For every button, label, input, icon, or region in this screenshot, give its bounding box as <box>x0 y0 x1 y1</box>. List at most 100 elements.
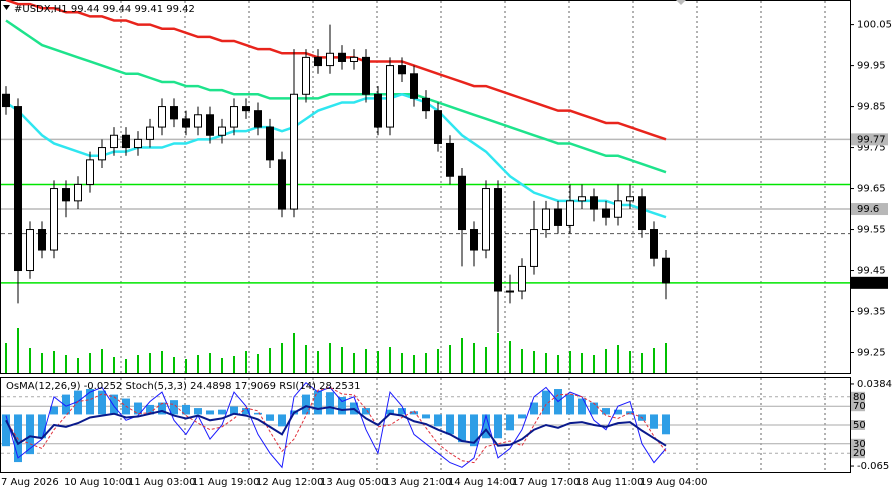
volume-bar <box>425 353 427 373</box>
candle-body <box>614 200 622 218</box>
candle-body <box>206 114 214 136</box>
volume-bar <box>413 355 415 373</box>
candle-body <box>350 56 358 62</box>
osma-bar <box>470 414 478 447</box>
volume-bar <box>521 349 523 373</box>
candle-body <box>326 52 334 67</box>
level-label-box <box>851 276 888 289</box>
volume-bar <box>545 353 547 373</box>
candle-body <box>506 290 514 293</box>
osma-bar <box>434 414 442 427</box>
volume-bar <box>317 351 319 373</box>
osma-bar <box>170 400 178 415</box>
x-tick-label: 12 Aug 12:00 <box>256 477 323 488</box>
candle-body <box>218 126 226 136</box>
volume-bar <box>485 347 487 373</box>
y2-tick-label: 20 <box>853 448 866 459</box>
candle-body <box>626 196 634 202</box>
candle-body <box>662 257 670 284</box>
y-tick-label: 99.25 <box>857 348 886 359</box>
osma-bar <box>494 414 502 439</box>
y-tick-label: 99.65 <box>857 184 886 195</box>
volume-bar <box>653 348 655 373</box>
candle-body <box>470 229 478 251</box>
osma-bar <box>614 409 622 415</box>
volume-bar <box>329 343 331 373</box>
candle-body <box>182 118 190 128</box>
y2-tick-box <box>851 401 865 412</box>
candle-body <box>170 106 178 120</box>
candle-body <box>410 73 418 99</box>
y-tick-label: 99.35 <box>857 307 886 318</box>
candle-body <box>578 196 586 202</box>
y2-tick-label: 80 <box>853 392 866 403</box>
candle-body <box>110 134 118 149</box>
volume-bar <box>581 353 583 373</box>
osma-bar <box>602 408 610 415</box>
volume-bar <box>125 359 127 373</box>
candle-body <box>134 138 142 149</box>
ma-line <box>5 92 667 219</box>
osma-bar <box>386 409 394 415</box>
sub-frame <box>0 377 851 473</box>
candle-body <box>398 65 406 75</box>
volume-bar <box>353 353 355 373</box>
shift-marker <box>676 0 686 5</box>
candle-body <box>146 126 154 140</box>
candle-body <box>590 196 598 210</box>
candle-body <box>542 208 550 231</box>
volume-bar <box>17 328 19 373</box>
level-label-box <box>851 203 888 216</box>
y2-tick-label: 30 <box>853 439 866 450</box>
osma-bar <box>158 402 166 415</box>
volume-bar <box>641 353 643 373</box>
y2-tick-box <box>851 448 865 459</box>
candle-body <box>230 106 238 128</box>
osma-bar <box>446 414 454 435</box>
candle-body <box>278 159 286 210</box>
volume-bar <box>569 351 571 373</box>
candle-body <box>314 56 322 67</box>
osma-bar <box>38 414 46 439</box>
volume-bar <box>257 354 259 373</box>
candle-body <box>26 229 34 272</box>
level-label-box <box>851 133 888 146</box>
candle-body <box>638 196 646 231</box>
volume-bar <box>281 343 283 373</box>
candle-body <box>98 147 106 161</box>
volume-bar <box>377 351 379 373</box>
candle-body <box>518 265 526 292</box>
volume-bar <box>665 343 667 373</box>
y-tick-label: -0.065 <box>857 461 889 472</box>
volume-bar <box>593 355 595 373</box>
osma-bar <box>650 414 658 429</box>
sub-title: OsMA(12,26,9) -0.0252 Stoch(5,3,3) 24.48… <box>6 381 361 392</box>
candle-body <box>194 114 202 128</box>
y-tick-label: 100.05 <box>857 20 892 31</box>
volume-bar <box>533 351 535 373</box>
volume-bar <box>365 349 367 373</box>
y-tick-label: 0.0384 <box>857 379 892 390</box>
volume-bar <box>173 357 175 373</box>
x-tick-label: 14 Aug 14:00 <box>448 477 515 488</box>
y2-tick-box <box>851 391 865 402</box>
level-label: 99.6 <box>857 204 879 215</box>
level-label: 99.77 <box>857 134 886 145</box>
menu-arrow[interactable] <box>3 5 10 10</box>
volume-bar <box>221 358 223 373</box>
volume-bar <box>557 355 559 373</box>
candle-body <box>158 106 166 128</box>
volume-bar <box>137 355 139 373</box>
candle-body <box>422 97 430 112</box>
candle-body <box>434 110 442 144</box>
indicator-line <box>5 382 667 469</box>
osma-bar <box>338 396 346 415</box>
osma-bar <box>518 414 526 419</box>
osma-bar <box>506 414 514 431</box>
osma-bar <box>2 414 10 447</box>
candle-body <box>566 200 574 226</box>
x-tick-label: 18 Aug 11:00 <box>576 477 643 488</box>
osma-bar <box>278 414 286 427</box>
volume-bar <box>293 333 295 373</box>
y-tick-label: 99.45 <box>857 266 886 277</box>
